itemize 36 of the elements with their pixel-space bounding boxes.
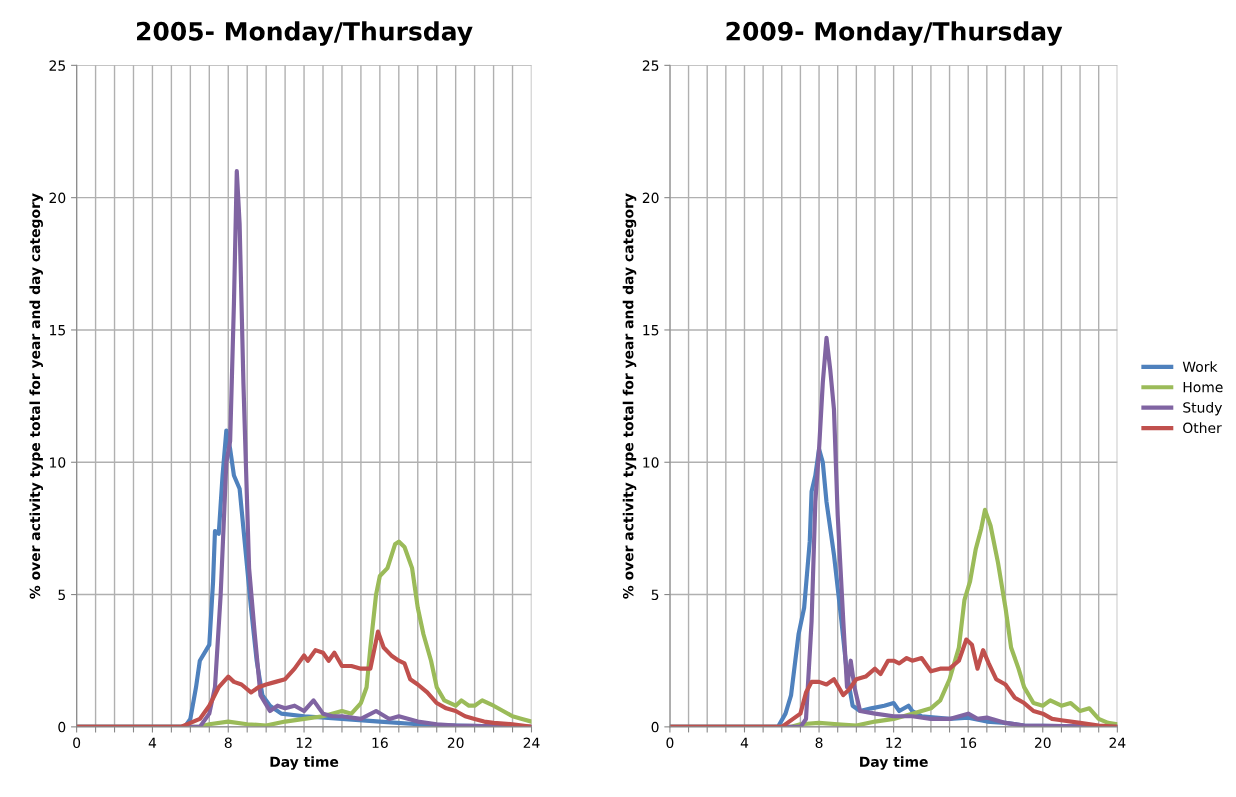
x-tick-label: 0 bbox=[73, 737, 81, 749]
legend-label: Work bbox=[1182, 361, 1218, 372]
y-tick-label: 20 bbox=[642, 192, 659, 204]
x-tick-label: 4 bbox=[148, 737, 157, 748]
chart-title: 2009- Monday/Thursday bbox=[726, 21, 1063, 46]
x-axis-title: Day time bbox=[270, 756, 339, 770]
x-tick-label: 16 bbox=[372, 737, 388, 749]
y-tick-label: 0 bbox=[58, 721, 66, 733]
x-axis-title: Day time bbox=[860, 756, 928, 770]
x-tick-label: 8 bbox=[815, 737, 823, 749]
y-tick-label: 5 bbox=[58, 589, 65, 601]
y-tick-label: 10 bbox=[643, 457, 659, 468]
x-tick-label: 24 bbox=[523, 737, 540, 748]
y-tick-label: 15 bbox=[50, 325, 65, 336]
legend-label: Study bbox=[1183, 401, 1223, 416]
y-tick-label: 5 bbox=[651, 589, 659, 601]
y-axis-title: % over activity type total for year and day category bbox=[622, 193, 637, 599]
chart-title: 2005- Monday/Thursday bbox=[137, 21, 473, 46]
x-tick-label: 20 bbox=[447, 737, 464, 749]
x-tick-label: 8 bbox=[224, 737, 232, 749]
x-tick-label: 4 bbox=[740, 737, 749, 748]
x-tick-label: 0 bbox=[666, 737, 674, 749]
y-axis-title: % over activity type total for year and day category bbox=[29, 193, 43, 599]
x-tick-label: 12 bbox=[296, 737, 312, 748]
legend-label: Other bbox=[1183, 422, 1222, 434]
y-tick-label: 10 bbox=[50, 457, 66, 468]
x-tick-label: 24 bbox=[1109, 737, 1126, 748]
y-tick-label: 25 bbox=[49, 60, 65, 71]
x-tick-label: 16 bbox=[960, 737, 977, 749]
x-tick-label: 20 bbox=[1034, 737, 1051, 749]
y-tick-label: 25 bbox=[642, 60, 659, 71]
x-tick-label: 12 bbox=[886, 737, 902, 748]
y-tick-label: 0 bbox=[651, 721, 659, 733]
y-tick-label: 20 bbox=[49, 192, 66, 204]
legend-label: Home bbox=[1183, 382, 1223, 393]
y-tick-label: 15 bbox=[643, 325, 659, 336]
